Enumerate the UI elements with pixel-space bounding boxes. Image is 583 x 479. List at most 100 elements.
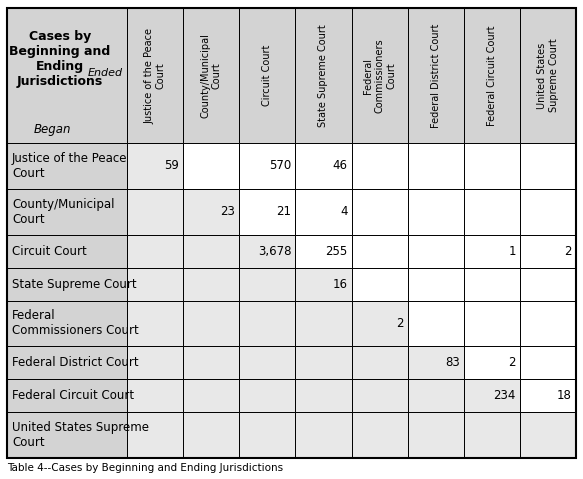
Bar [408,412,463,458]
Text: 23: 23 [220,205,236,218]
Text: United States
Supreme Court: United States Supreme Court [537,39,559,113]
Bar [7,143,127,189]
Bar [7,189,127,235]
Text: Table 4--Cases by Beginning and Ending Jurisdictions: Table 4--Cases by Beginning and Ending J… [7,463,283,473]
Bar [520,412,576,458]
Bar [520,143,576,189]
Bar [352,8,408,143]
Bar [239,379,296,412]
Text: 18: 18 [557,389,572,402]
Bar [520,8,576,143]
Bar [239,300,296,346]
Text: Federal District Court: Federal District Court [12,356,139,369]
Bar [352,412,408,458]
Bar [239,143,296,189]
Bar [239,346,296,379]
Bar [183,412,239,458]
Bar [7,300,127,346]
Bar [463,300,520,346]
Bar [463,346,520,379]
Bar [239,412,296,458]
Bar [463,143,520,189]
Bar [463,235,520,268]
Text: Federal Circuit Court: Federal Circuit Court [12,389,134,402]
Bar [127,235,183,268]
Bar [183,143,239,189]
Text: 59: 59 [164,160,179,172]
Bar [7,235,127,268]
Bar [520,268,576,300]
Bar [296,268,352,300]
Text: United States Supreme
Court: United States Supreme Court [12,421,149,449]
Text: Justice of the Peace
Court: Justice of the Peace Court [12,152,128,180]
Bar [463,379,520,412]
Bar [408,268,463,300]
Text: Cases by
Beginning and
Ending
Jurisdictions: Cases by Beginning and Ending Jurisdicti… [9,30,110,88]
Bar [183,189,239,235]
Bar [408,300,463,346]
Text: Began: Began [34,123,71,136]
Text: State Supreme Court: State Supreme Court [12,278,136,291]
Bar [127,300,183,346]
Text: 46: 46 [332,160,347,172]
Text: Ended: Ended [88,68,123,78]
Bar [7,8,127,143]
Text: Justice of the Peace
Court: Justice of the Peace Court [144,27,166,124]
Bar [239,8,296,143]
Text: Circuit Court: Circuit Court [262,45,272,106]
Text: 1: 1 [508,245,516,258]
Text: County/Municipal
Court: County/Municipal Court [201,33,222,118]
Text: 2: 2 [508,356,516,369]
Text: 16: 16 [332,278,347,291]
Bar [296,412,352,458]
Bar [352,346,408,379]
Bar [408,346,463,379]
Text: Federal Circuit Court: Federal Circuit Court [487,25,497,126]
Bar [127,346,183,379]
Text: 83: 83 [445,356,460,369]
Text: 2: 2 [396,317,403,330]
Bar [463,8,520,143]
Text: 234: 234 [493,389,516,402]
Bar [296,8,352,143]
Bar [408,189,463,235]
Text: State Supreme Court: State Supreme Court [318,24,328,127]
Text: 255: 255 [325,245,347,258]
Bar [7,268,127,300]
Bar [239,235,296,268]
Bar [239,268,296,300]
Bar [408,379,463,412]
Bar [352,143,408,189]
Bar [352,235,408,268]
Bar [127,379,183,412]
Bar [183,379,239,412]
Bar [352,268,408,300]
Bar [520,189,576,235]
Bar [7,412,127,458]
Bar [296,235,352,268]
Bar [520,379,576,412]
Bar [408,143,463,189]
Bar [463,268,520,300]
Text: Federal
Commissioners Court: Federal Commissioners Court [12,309,139,338]
Bar [7,346,127,379]
Bar [7,379,127,412]
Text: 570: 570 [269,160,292,172]
Bar [127,412,183,458]
Bar [127,268,183,300]
Text: County/Municipal
Court: County/Municipal Court [12,198,114,226]
Bar [296,346,352,379]
Bar [127,143,183,189]
Bar [352,300,408,346]
Text: Federal District Court: Federal District Court [431,23,441,128]
Bar [296,189,352,235]
Text: 3,678: 3,678 [258,245,292,258]
Text: Circuit Court: Circuit Court [12,245,87,258]
Bar [352,189,408,235]
Text: 2: 2 [564,245,572,258]
Bar [127,8,183,143]
Text: 4: 4 [340,205,347,218]
Text: 21: 21 [276,205,292,218]
Bar [296,379,352,412]
Bar [296,300,352,346]
